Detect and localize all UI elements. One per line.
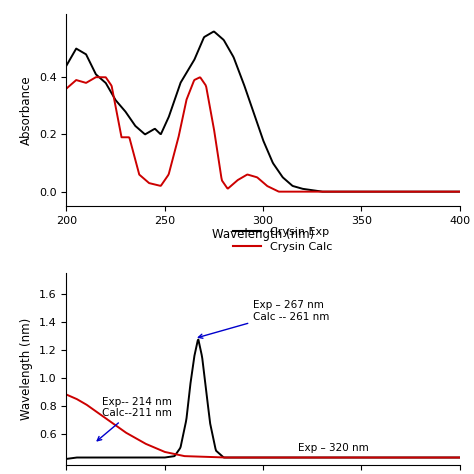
Text: Exp – 267 nm
Calc -- 261 nm: Exp – 267 nm Calc -- 261 nm <box>199 300 329 338</box>
Text: Exp – 320 nm: Exp – 320 nm <box>299 443 369 453</box>
Text: Exp-- 214 nm
Calc--211 nm: Exp-- 214 nm Calc--211 nm <box>97 397 172 441</box>
Y-axis label: Absorbance: Absorbance <box>20 75 33 145</box>
X-axis label: Wavelength (nm): Wavelength (nm) <box>212 228 314 241</box>
Legend: Crysin Exp, Crysin Calc: Crysin Exp, Crysin Calc <box>229 222 337 256</box>
Y-axis label: Wavelength (nm): Wavelength (nm) <box>20 318 33 420</box>
